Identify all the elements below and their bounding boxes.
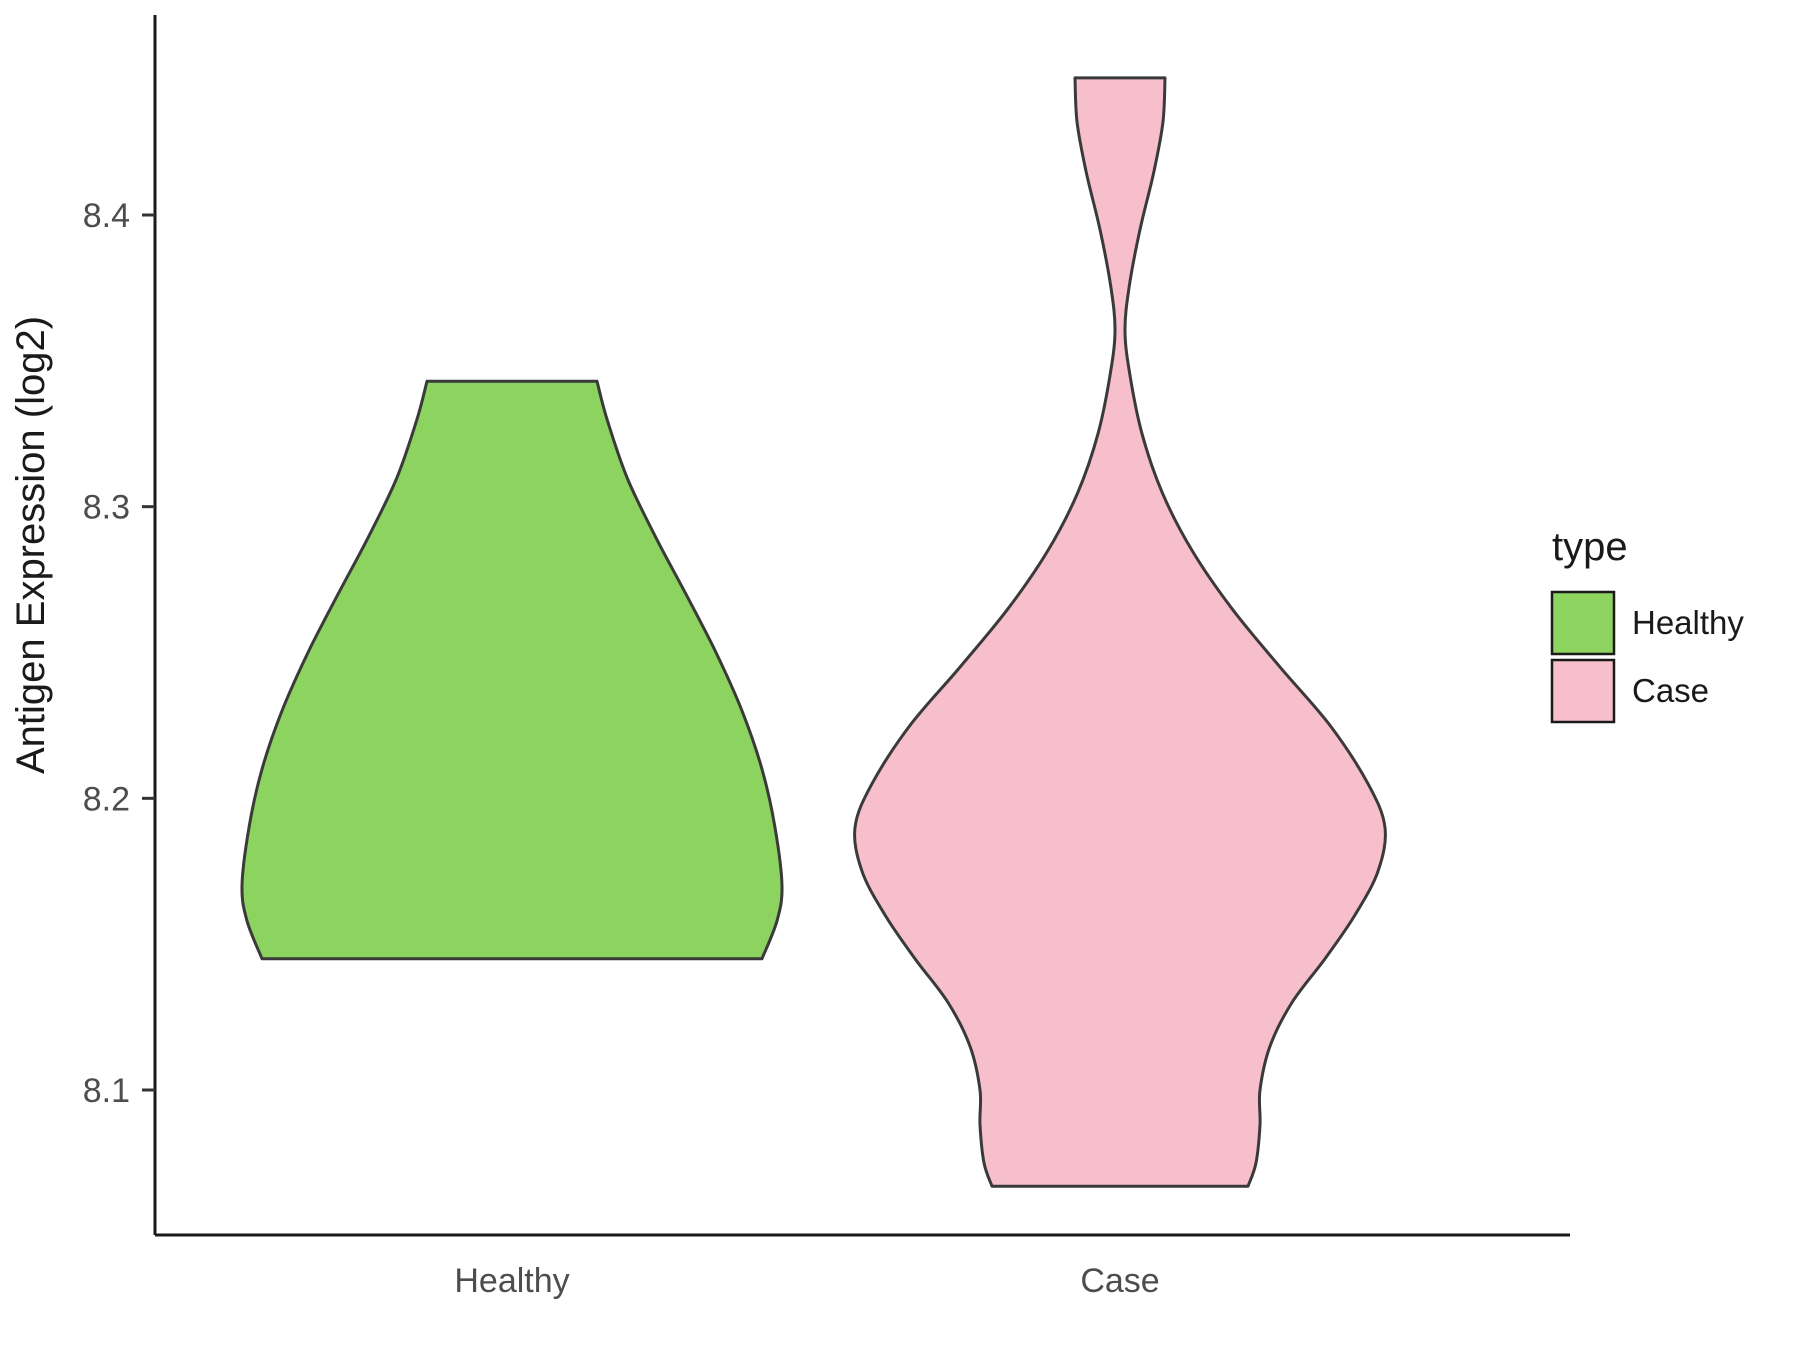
violin-healthy [240,379,784,961]
x-category-label-healthy: Healthy [454,1262,569,1300]
legend: type Healthy Case [1550,525,1744,724]
legend-label-case: Case [1632,672,1709,709]
y-axis-title: Antigen Expression (log2) [9,316,53,774]
legend-swatch-case [1550,658,1616,724]
y-tick-label: 8.1 [83,1072,130,1110]
axis-ticks-group: 8.1 8.2 8.3 8.4 Healthy Case [83,197,1160,1300]
y-tick-label: 8.4 [83,197,130,235]
violins-group [240,76,1387,1188]
legend-title: type [1552,525,1628,569]
y-tick-label: 8.3 [83,489,130,527]
x-category-label-case: Case [1080,1262,1159,1300]
y-tick-label: 8.2 [83,780,130,818]
violin-case [853,76,1387,1188]
legend-label-healthy: Healthy [1632,604,1744,641]
legend-swatch-healthy [1550,590,1616,656]
